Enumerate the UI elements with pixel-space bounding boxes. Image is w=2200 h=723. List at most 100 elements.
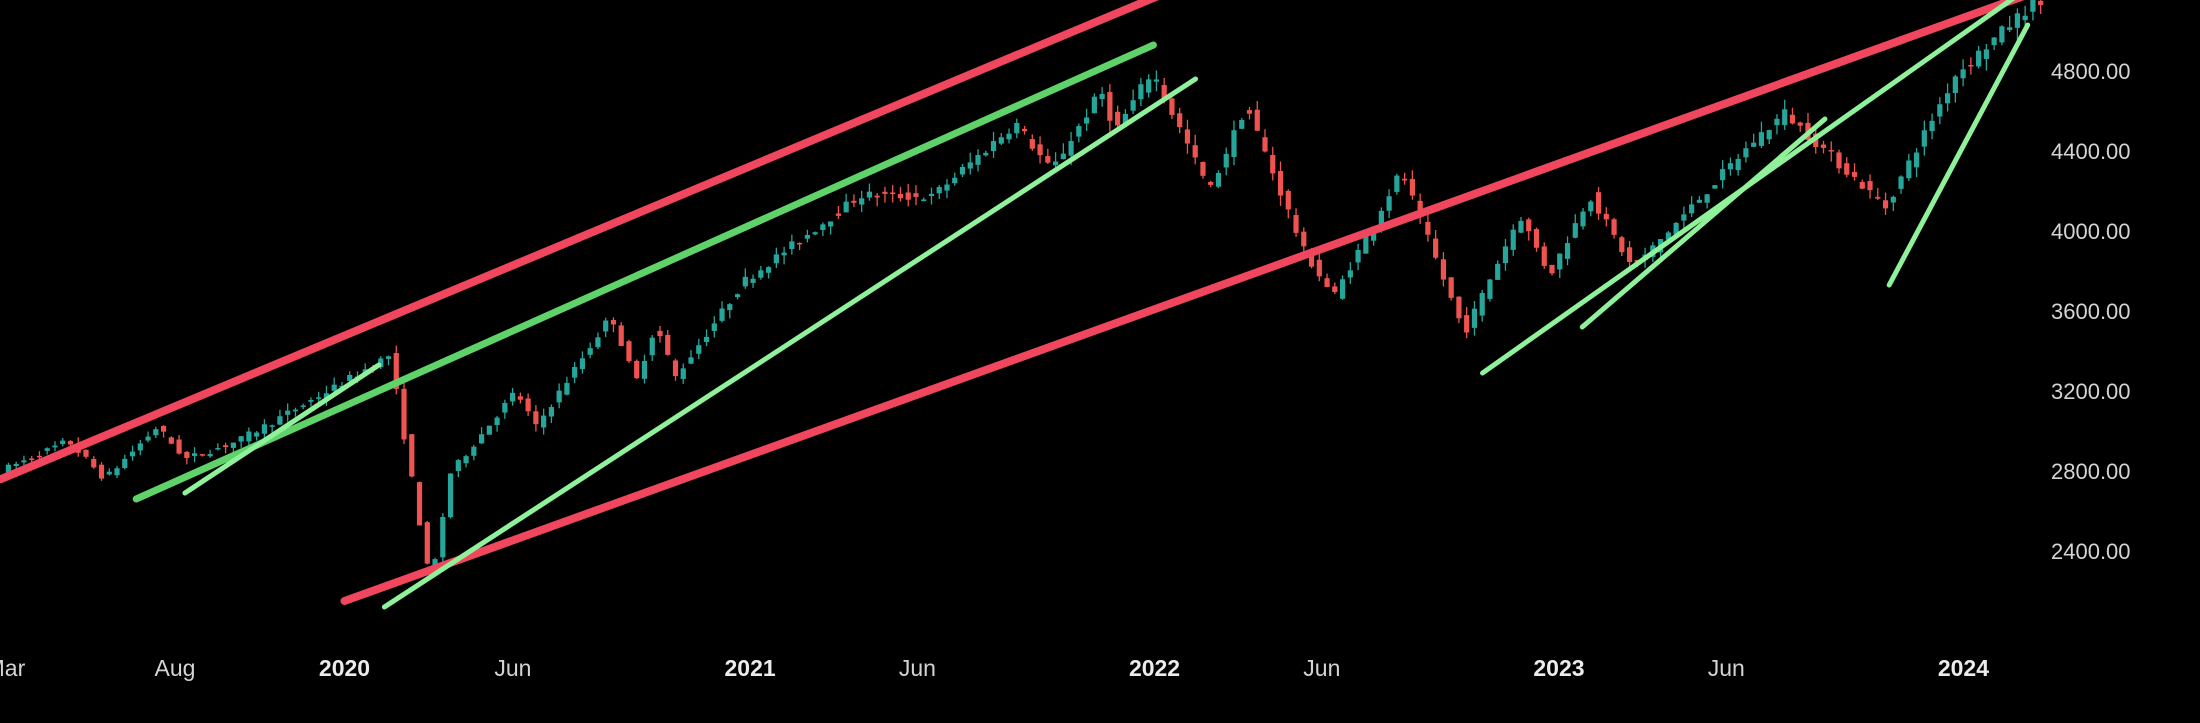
candle xyxy=(851,194,857,208)
candle xyxy=(533,405,539,432)
y-axis: 4800.00 4400.00 4000.00 3600.00 3200.00 2800.… xyxy=(2051,59,2131,564)
candle xyxy=(1960,59,1966,87)
candle xyxy=(1673,221,1679,235)
trendline-lightgreen[interactable] xyxy=(1579,116,1828,330)
candle xyxy=(1231,120,1237,166)
candle xyxy=(409,433,415,478)
candle xyxy=(176,435,182,455)
candle xyxy=(773,247,779,268)
candle xyxy=(1913,148,1920,178)
candle xyxy=(1262,129,1268,153)
trendline-lightgreen[interactable] xyxy=(381,76,1199,610)
candle xyxy=(1572,214,1578,239)
candle xyxy=(1720,160,1726,189)
candle xyxy=(983,150,989,157)
candle xyxy=(874,193,880,207)
candle xyxy=(890,184,896,203)
candle xyxy=(1487,278,1493,302)
y-tick-label: 3600.00 xyxy=(2051,299,2131,324)
candle xyxy=(1091,93,1097,114)
candle xyxy=(1270,146,1276,181)
trendline-green[interactable] xyxy=(132,41,1157,503)
candle xyxy=(1115,105,1121,128)
trendline-lightgreen[interactable] xyxy=(1480,0,2033,376)
candle xyxy=(1844,157,1850,178)
candle xyxy=(1417,193,1423,224)
candle xyxy=(1689,196,1695,218)
candle xyxy=(1968,57,1974,75)
trendline-lightgreen[interactable] xyxy=(182,362,382,496)
candle xyxy=(541,408,547,435)
candle xyxy=(98,462,105,481)
candle xyxy=(1898,175,1904,194)
candle xyxy=(944,179,950,199)
candle xyxy=(727,303,733,319)
candle xyxy=(1541,242,1547,269)
candle xyxy=(1789,107,1796,125)
x-tick-label: 2021 xyxy=(724,655,775,681)
candle xyxy=(1557,253,1563,279)
candle xyxy=(1751,133,1757,147)
trendline-red[interactable] xyxy=(340,0,2038,605)
candle xyxy=(1626,240,1633,270)
candle xyxy=(1704,194,1710,209)
candle xyxy=(2038,0,2044,14)
candle xyxy=(1130,89,1136,115)
candle xyxy=(1774,114,1780,135)
candle xyxy=(1611,217,1617,239)
candle xyxy=(1456,296,1462,324)
candle xyxy=(688,350,694,365)
candle xyxy=(1146,74,1152,98)
candle xyxy=(641,354,648,384)
candle xyxy=(1440,252,1447,287)
x-tick-label: 2023 xyxy=(1533,655,1584,681)
candle xyxy=(1448,277,1454,301)
candle xyxy=(44,447,50,455)
candle xyxy=(316,391,322,402)
candle xyxy=(401,382,407,445)
candle xyxy=(1285,189,1291,219)
candle xyxy=(975,149,981,172)
candle xyxy=(517,392,523,404)
candle xyxy=(734,293,741,300)
x-tick-label: Jun xyxy=(899,655,936,681)
candle xyxy=(486,425,492,435)
candle xyxy=(564,376,570,396)
candle xyxy=(525,393,531,417)
candle xyxy=(1433,230,1439,260)
candle xyxy=(990,131,997,158)
candle xyxy=(1316,250,1322,282)
candle xyxy=(347,371,353,383)
candle xyxy=(1208,180,1214,188)
candle xyxy=(866,183,873,201)
candle xyxy=(1603,207,1609,227)
candle xyxy=(610,317,617,333)
y-tick-label: 4400.00 xyxy=(2051,139,2131,164)
candle xyxy=(711,316,717,338)
candle xyxy=(1409,170,1415,200)
candle xyxy=(703,329,710,347)
candle xyxy=(137,439,143,456)
trendline-red[interactable] xyxy=(0,0,1184,483)
candle xyxy=(1588,199,1594,217)
candle xyxy=(1836,149,1842,174)
candle xyxy=(1797,121,1803,132)
candle xyxy=(1332,282,1338,294)
candle xyxy=(1712,185,1718,189)
candle xyxy=(1851,163,1858,181)
candle xyxy=(1200,161,1206,179)
candle xyxy=(285,403,291,422)
candle xyxy=(1076,123,1082,143)
candle xyxy=(1526,217,1532,241)
trendline-lightgreen[interactable] xyxy=(1886,22,2031,288)
candle xyxy=(440,513,446,562)
candle xyxy=(634,359,640,380)
candle xyxy=(1766,129,1772,145)
candle xyxy=(1875,188,1881,200)
candle xyxy=(1029,134,1035,151)
y-tick-label: 3200.00 xyxy=(2051,379,2131,404)
candle xyxy=(1099,87,1105,107)
candle xyxy=(1006,128,1012,144)
candle xyxy=(1324,273,1330,288)
